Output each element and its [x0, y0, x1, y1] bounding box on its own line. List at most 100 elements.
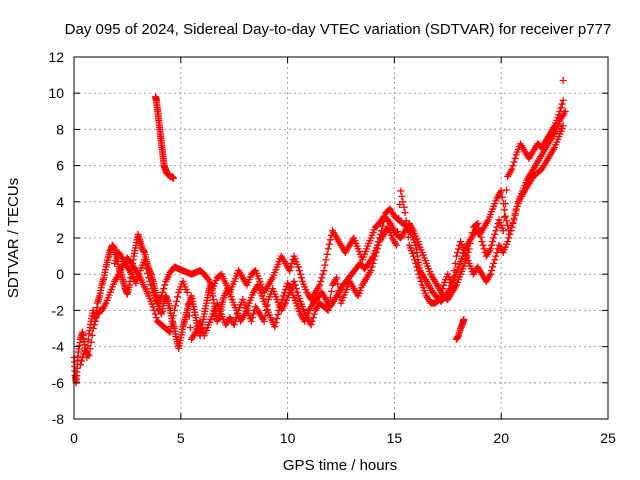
upper-band-point: [143, 265, 151, 273]
upper-band-point: [492, 227, 500, 235]
lower-band-point: [310, 310, 318, 318]
upper-band-point: [297, 274, 305, 282]
upper-band-point: [296, 270, 304, 278]
lower-band-point: [369, 259, 377, 267]
upper-band-point: [499, 227, 507, 235]
lower-band-point: [247, 317, 255, 325]
upper-band-point: [490, 234, 498, 242]
lower-band-point: [437, 288, 445, 296]
lower-band-point: [402, 217, 410, 225]
lower-band-point: [260, 317, 268, 325]
y-tick-label: -2: [52, 302, 65, 318]
upper-band-point: [477, 233, 485, 241]
lower-band-point: [196, 317, 204, 325]
lower-band-point: [506, 230, 514, 238]
y-tick-label: -8: [52, 411, 65, 427]
upper-band-point: [323, 250, 331, 258]
upper-band-point: [319, 270, 327, 278]
lower-band-point: [397, 187, 405, 195]
upper-band-point: [559, 96, 567, 104]
upper-band-point: [473, 220, 481, 228]
lower-band-point: [434, 296, 442, 304]
lower-band-point: [291, 281, 299, 289]
lower-band-point: [410, 252, 418, 260]
upper-band-point: [556, 107, 564, 115]
lower-band-point: [152, 314, 160, 322]
lower-band-point: [371, 252, 379, 260]
lower-band-point: [334, 280, 342, 288]
y-axis-label: SDTVAR / TECUs: [5, 178, 22, 298]
lower-band-point: [449, 274, 457, 282]
lower-band-point: [326, 294, 334, 302]
lower-band-point: [79, 353, 87, 361]
lower-band-point: [453, 248, 461, 256]
lower-band-point: [309, 314, 317, 322]
main-track-point: [273, 315, 281, 323]
y-tick-label: -6: [52, 375, 65, 391]
lower-band-point: [401, 209, 409, 217]
lower-band-point: [290, 277, 298, 285]
lower-band-point: [395, 214, 403, 222]
main-track-point: [500, 206, 508, 214]
lower-band-point: [505, 234, 513, 242]
main-track-point: [279, 292, 287, 300]
upper-band-point: [287, 263, 295, 271]
lower-band-point: [197, 321, 205, 329]
lower-band-point: [417, 277, 425, 285]
lower-band-point: [87, 338, 95, 346]
lower-band-point: [173, 297, 181, 305]
lower-band-point: [92, 314, 100, 322]
x-tick-label: 10: [280, 430, 296, 446]
late-dip-point: [460, 315, 468, 323]
lower-band-point: [415, 270, 423, 278]
lower-band-point: [416, 274, 424, 282]
lower-band-point: [88, 331, 96, 339]
upper-band-point: [510, 158, 518, 166]
lower-band-point: [490, 259, 498, 267]
upper-band-point: [478, 238, 486, 246]
upper-band-point: [321, 261, 329, 269]
lower-band-point: [400, 203, 408, 211]
lower-band-point: [166, 328, 174, 336]
lower-band-point: [493, 248, 501, 256]
lower-band-point: [325, 300, 333, 308]
lower-band-point: [508, 223, 516, 231]
axis-ticks: -8 -6 -4 -2 0 2 4 6 8 10 12 0 5 10 15 20 25: [48, 49, 616, 446]
upper-band-point: [509, 162, 517, 170]
upper-band-point: [294, 263, 302, 271]
lower-band-point: [559, 122, 567, 130]
upper-band-point: [475, 224, 483, 232]
upper-band-point: [318, 274, 326, 282]
lower-band-point: [394, 228, 402, 236]
early-spike-point: [170, 174, 178, 182]
lower-band-point: [403, 225, 411, 233]
lower-band-point: [368, 263, 376, 271]
x-tick-label: 15: [387, 430, 403, 446]
lower-band-point: [308, 317, 316, 325]
main-track-point: [272, 319, 280, 327]
lower-band-point: [169, 312, 177, 320]
upper-band-point: [320, 267, 328, 275]
main-track-point: [271, 323, 279, 331]
lower-band-point: [292, 285, 300, 293]
lower-band-point: [263, 301, 271, 309]
upper-band-point: [161, 281, 169, 289]
upper-band-point: [491, 230, 499, 238]
lower-band-point: [451, 259, 459, 267]
upper-band-point: [466, 239, 474, 247]
upper-band-point: [500, 213, 508, 221]
upper-band-point: [558, 100, 566, 108]
lower-band-point: [450, 267, 458, 275]
lower-band-point: [509, 219, 517, 227]
lower-band-point: [507, 227, 515, 235]
lower-band-point: [511, 210, 519, 218]
upper-band-point: [555, 111, 563, 119]
upper-band-point: [493, 223, 501, 231]
lower-band-point: [231, 317, 239, 325]
upper-band-point: [487, 245, 495, 253]
lower-band-point: [174, 293, 182, 301]
lower-band-point: [232, 314, 240, 322]
upper-band-point: [144, 269, 152, 277]
main-track-point: [498, 193, 506, 201]
y-tick-label: -4: [52, 339, 65, 355]
